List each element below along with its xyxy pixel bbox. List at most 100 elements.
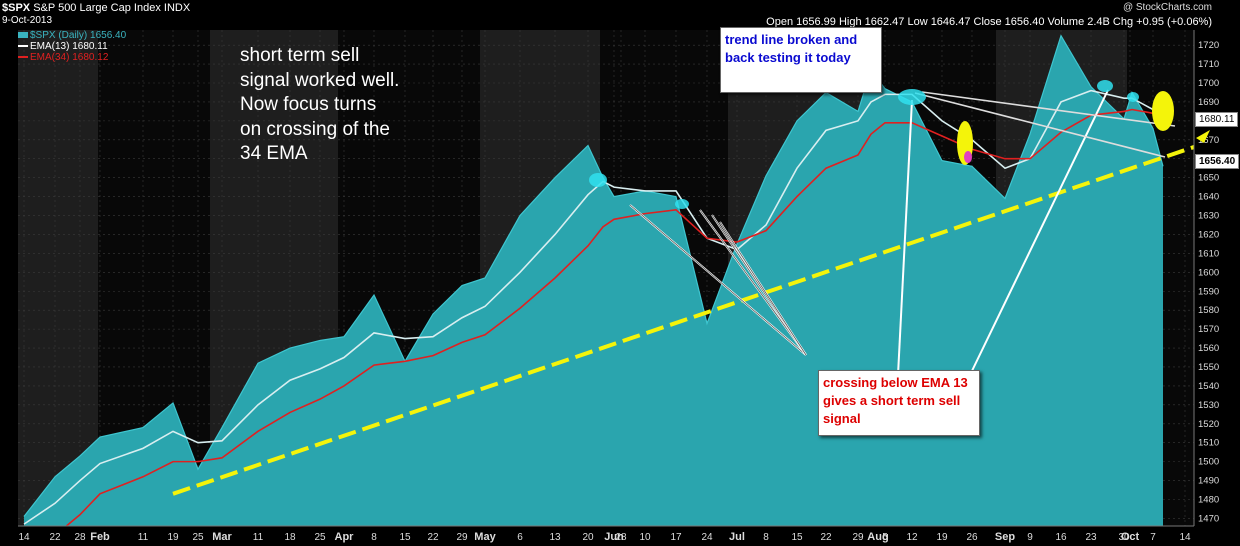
y-tick-label: 1560	[1198, 343, 1219, 354]
y-tick-label: 1520	[1198, 419, 1219, 430]
x-tick-label: May	[474, 531, 496, 543]
y-tick-label: 1710	[1198, 59, 1219, 70]
x-tick-label: 26	[966, 532, 978, 543]
x-axis: 14 22 28 Feb 11 19 25 Mar 11 18 25 Apr 8 15 22 29 May 6 13…	[0, 525, 1240, 546]
trend-arrow	[1196, 130, 1210, 143]
x-tick-label: 22	[427, 532, 439, 543]
y-tick-label: 1570	[1198, 324, 1219, 335]
pointer-line	[969, 89, 1109, 376]
y-tick-label: 1610	[1198, 248, 1219, 259]
x-tick-label: 11	[253, 532, 264, 543]
y-tick-label: 1670	[1198, 135, 1219, 146]
y-tick-label: 1490	[1198, 476, 1219, 487]
ohlc-readout: Open 1656.99 High 1662.47 Low 1646.47 Cl…	[766, 16, 1212, 28]
highlight-marker	[898, 89, 926, 105]
y-tick-label: 1650	[1198, 173, 1219, 184]
chart-title: $SPX S&P 500 Large Cap Index INDX	[2, 2, 190, 14]
x-tick-label: Mar	[212, 531, 232, 543]
y-tick-label: 1480	[1198, 494, 1219, 505]
close-price-label: 1656.40	[1195, 154, 1240, 169]
x-tick-label: 19	[936, 532, 948, 543]
x-tick-label: 13	[549, 532, 561, 543]
x-tick-label: 7	[1150, 532, 1156, 543]
x-tick-label: 18	[284, 532, 296, 543]
x-tick-label: 22	[820, 532, 832, 543]
y-tick-label: 1530	[1198, 400, 1219, 411]
legend-item-ema13: EMA(13) 1680.11	[18, 41, 126, 52]
x-axis-bg	[0, 526, 1240, 546]
y-tick-label: 1510	[1198, 438, 1219, 449]
chart-legend: $SPX (Daily) 1656.40 EMA(13) 1680.11 EMA…	[18, 30, 126, 63]
x-tick-label: 19	[167, 532, 179, 543]
y-tick-label: 1470	[1198, 513, 1219, 524]
legend-item-spx: $SPX (Daily) 1656.40	[18, 30, 126, 41]
x-tick-label: Apr	[335, 531, 355, 543]
x-tick-label: Oct	[1121, 531, 1140, 543]
month-band	[18, 30, 98, 526]
y-tick-label: 1550	[1198, 362, 1219, 373]
line-swatch-icon	[18, 56, 28, 59]
x-tick-label: 5	[882, 532, 888, 543]
sell-signal-callout: crossing below EMA 13 gives a short term…	[818, 370, 980, 436]
x-tick-label: 6	[517, 532, 523, 543]
x-tick-label: 14	[1179, 532, 1191, 543]
exchange: INDX	[163, 2, 191, 14]
x-tick-label: 17	[670, 532, 682, 543]
highlight-marker	[675, 199, 689, 209]
x-tick-label: 29	[456, 532, 468, 543]
legend-label: EMA(13) 1680.11	[30, 41, 108, 52]
y-tick-label: 1690	[1198, 97, 1219, 108]
highlight-marker	[1097, 80, 1113, 92]
main-annotation: short term sell signal worked well. Now …	[240, 45, 400, 164]
y-tick-label: 1700	[1198, 78, 1219, 89]
chart-date: 9-Oct-2013	[2, 15, 53, 26]
trend-callout: trend line broken and back testing it to…	[720, 27, 882, 93]
x-tick-label: 16	[1055, 532, 1067, 543]
x-tick-label: 23	[1085, 532, 1097, 543]
x-tick-label: 10	[639, 532, 651, 543]
x-tick-label: 11	[138, 532, 149, 543]
annotation-lines	[589, 80, 1210, 376]
highlight-marker	[1127, 92, 1139, 102]
y-tick-label: 1640	[1198, 192, 1219, 203]
ema13-price-label: 1680.11	[1195, 112, 1239, 127]
x-tick-label: 20	[582, 532, 594, 543]
pointer-line-shadow	[719, 221, 807, 356]
pointer-line-shadow	[699, 209, 807, 356]
x-tick-label: Aug	[867, 531, 888, 543]
ema13-line	[23, 89, 1164, 525]
y-tick-label: 1620	[1198, 229, 1219, 240]
y-tick-label: 1540	[1198, 381, 1219, 392]
y-tick-label: 1580	[1198, 305, 1219, 316]
x-tick-label: 15	[791, 532, 803, 543]
magenta-highlight	[964, 151, 972, 163]
x-tick-label: 29	[852, 532, 864, 543]
x-tick-label: 22	[49, 532, 61, 543]
x-tick-label: Jul	[729, 531, 745, 543]
x-tick-label: 24	[701, 532, 713, 543]
price-line	[23, 34, 1164, 517]
x-tick-label: Jun	[604, 531, 624, 543]
x-tick-label: 12	[906, 532, 918, 543]
x-tick-label: 30	[1118, 532, 1130, 543]
y-axis: 1470 1480 1490 1500 1510 1520 1530 1540 1550 1560…	[1193, 30, 1240, 526]
x-tick-label: 8	[763, 532, 769, 543]
x-tick-label: 9	[1027, 532, 1033, 543]
x-tick-label: Feb	[90, 531, 110, 543]
x-tick-label: 14	[18, 532, 30, 543]
x-tick-label: 25	[192, 532, 204, 543]
y-tick-label: 1600	[1198, 267, 1219, 278]
x-tick-label: 28	[74, 532, 86, 543]
legend-label: $SPX (Daily) 1656.40	[30, 30, 127, 41]
trend-broken-line	[914, 92, 1166, 158]
legend-label: EMA(34) 1680.12	[30, 52, 109, 63]
ema34-line	[37, 108, 1164, 546]
y-tick-label: 1720	[1198, 40, 1219, 51]
x-tick-label: 28	[615, 532, 627, 543]
x-tick-label: 15	[399, 532, 411, 543]
watermark: @ StockCharts.com	[1122, 2, 1212, 13]
highlight-marker	[589, 173, 607, 187]
index-name: S&P 500 Large Cap Index	[33, 2, 161, 14]
x-tick-label: 25	[314, 532, 326, 543]
